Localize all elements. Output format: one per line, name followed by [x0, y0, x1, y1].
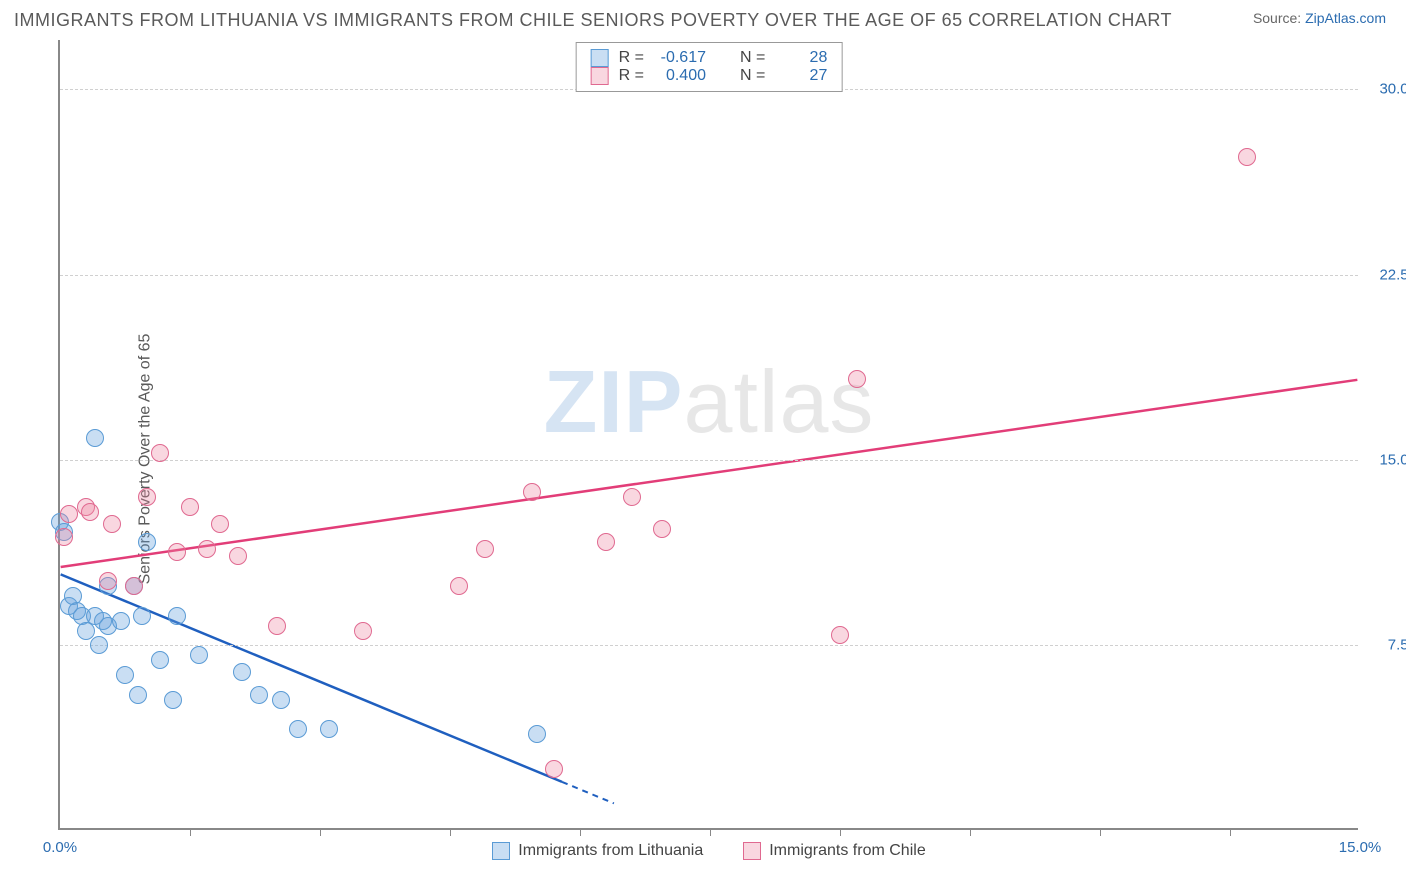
chile-marker: [831, 626, 849, 644]
x-tick: [710, 828, 711, 836]
n-label: N =: [740, 49, 765, 67]
lithuania-swatch-icon: [492, 842, 510, 860]
chile-marker: [476, 540, 494, 558]
lithuania-marker: [86, 429, 104, 447]
watermark-zip: ZIP: [544, 352, 684, 451]
chile-marker: [354, 622, 372, 640]
chile-marker: [103, 515, 121, 533]
chile-swatch: [591, 67, 609, 85]
plot-region: ZIPatlas R =-0.617N =28R =0.400N =27 Imm…: [58, 40, 1358, 830]
chile-marker: [60, 505, 78, 523]
gridline: [60, 645, 1358, 646]
trend-lines: [60, 40, 1358, 828]
r-value: -0.617: [654, 49, 706, 67]
lithuania-marker: [528, 725, 546, 743]
lithuania-marker: [90, 636, 108, 654]
chile-marker: [81, 503, 99, 521]
chile-marker: [125, 577, 143, 595]
lithuania-marker: [112, 612, 130, 630]
y-tick-label: 22.5%: [1366, 266, 1406, 283]
x-tick: [1100, 828, 1101, 836]
chile-marker: [653, 520, 671, 538]
lithuania-marker: [250, 686, 268, 704]
n-value: 28: [775, 49, 827, 67]
lithuania-marker: [233, 663, 251, 681]
n-value: 27: [775, 67, 827, 85]
lithuania-swatch: [591, 49, 609, 67]
watermark: ZIPatlas: [544, 351, 875, 453]
chile-marker: [181, 498, 199, 516]
chile-marker: [597, 533, 615, 551]
gridline: [60, 275, 1358, 276]
y-tick-label: 30.0%: [1366, 81, 1406, 98]
y-tick-label: 15.0%: [1366, 451, 1406, 468]
chile-marker: [545, 760, 563, 778]
n-label: N =: [740, 67, 765, 85]
chile-marker: [198, 540, 216, 558]
chile-marker: [450, 577, 468, 595]
x-tick: [580, 828, 581, 836]
chile-marker: [168, 543, 186, 561]
lithuania-marker: [190, 646, 208, 664]
chart-area: Seniors Poverty Over the Age of 65 ZIPat…: [14, 40, 1392, 878]
watermark-atlas: atlas: [684, 352, 875, 451]
lithuania-marker: [133, 607, 151, 625]
lithuania-marker: [320, 720, 338, 738]
legend-item-chile: Immigrants from Chile: [743, 842, 925, 860]
y-tick-label: 7.5%: [1366, 636, 1406, 653]
chile-marker: [55, 528, 73, 546]
lithuania-marker: [116, 666, 134, 684]
chile-marker: [848, 370, 866, 388]
lithuania-marker: [138, 533, 156, 551]
lithuania-marker: [168, 607, 186, 625]
legend-item-lithuania: Immigrants from Lithuania: [492, 842, 703, 860]
legend-label: Immigrants from Lithuania: [518, 842, 703, 860]
r-label: R =: [619, 67, 644, 85]
chile-marker: [268, 617, 286, 635]
source-prefix: Source:: [1253, 10, 1305, 26]
chile-marker: [623, 488, 641, 506]
chile-marker: [99, 572, 117, 590]
chile-marker: [151, 444, 169, 462]
source-credit: Source: ZipAtlas.com: [1253, 10, 1386, 26]
x-tick: [840, 828, 841, 836]
gridline: [60, 460, 1358, 461]
x-tick-label: 0.0%: [43, 839, 77, 856]
lithuania-marker: [164, 691, 182, 709]
chile-marker: [523, 483, 541, 501]
x-tick: [190, 828, 191, 836]
legend-label: Immigrants from Chile: [769, 842, 925, 860]
lithuania-marker: [272, 691, 290, 709]
x-tick: [1230, 828, 1231, 836]
chile-marker: [229, 547, 247, 565]
x-tick: [320, 828, 321, 836]
chile-marker: [211, 515, 229, 533]
lithuania-marker: [289, 720, 307, 738]
correlation-legend-row: R = -0.617 N = 28: [591, 49, 828, 67]
chart-title: IMMIGRANTS FROM LITHUANIA VS IMMIGRANTS …: [14, 10, 1172, 31]
series-legend: Immigrants from Lithuania Immigrants from…: [60, 842, 1358, 860]
r-label: R =: [619, 49, 644, 67]
correlation-legend: R = -0.617 N = 28 R = 0.400 N = 27: [576, 42, 843, 92]
x-tick-label: 15.0%: [1339, 839, 1382, 856]
x-tick: [450, 828, 451, 836]
chile-marker: [1238, 148, 1256, 166]
correlation-legend-row: R = 0.400 N = 27: [591, 67, 828, 85]
source-link[interactable]: ZipAtlas.com: [1305, 10, 1386, 26]
r-value: 0.400: [654, 67, 706, 85]
lithuania-marker: [129, 686, 147, 704]
chile-marker: [138, 488, 156, 506]
x-tick: [970, 828, 971, 836]
chile-swatch-icon: [743, 842, 761, 860]
lithuania-marker: [151, 651, 169, 669]
